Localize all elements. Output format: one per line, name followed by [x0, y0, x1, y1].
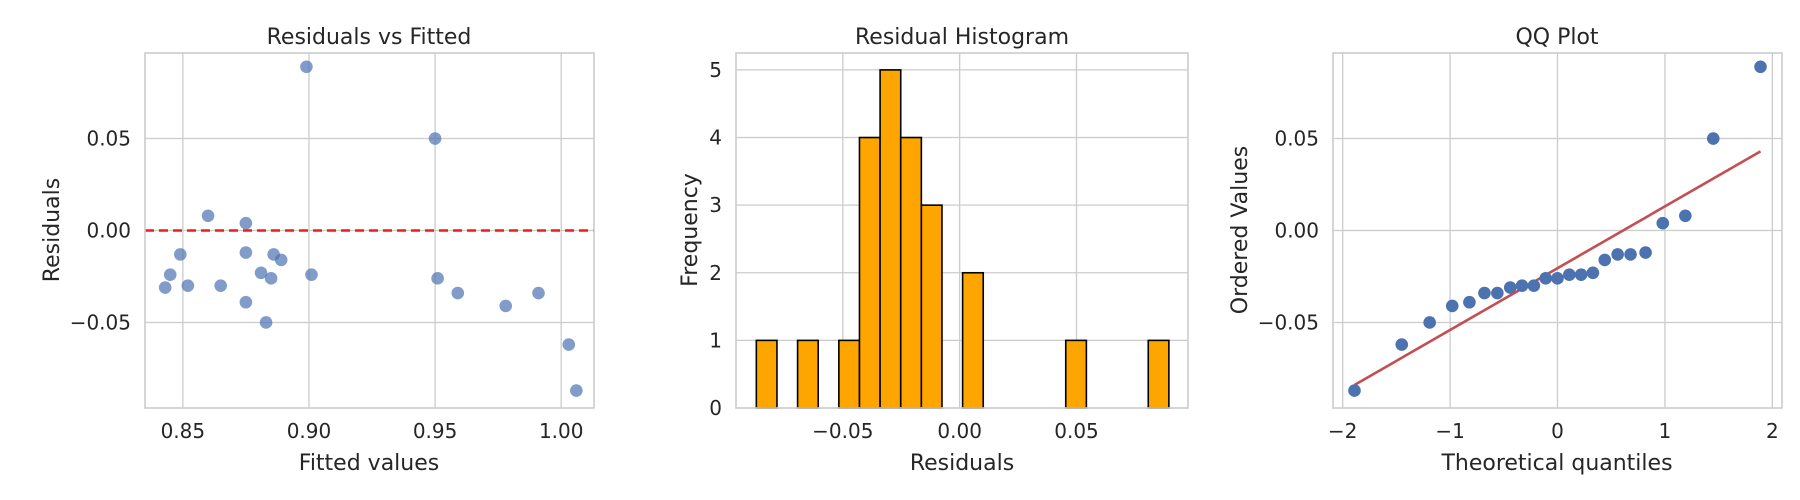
x-tick-label: −2 — [1328, 419, 1357, 443]
plot-frame — [144, 52, 595, 409]
histogram-bar — [899, 136, 923, 409]
data-point — [239, 216, 253, 230]
data-point — [1656, 216, 1670, 230]
data-point — [532, 286, 545, 300]
data-point — [428, 132, 442, 145]
data-point — [1445, 299, 1459, 313]
data-point — [1478, 286, 1491, 300]
x-tick-label: 0.95 — [413, 419, 458, 443]
data-point — [1551, 272, 1564, 285]
y-tick-label: 4 — [709, 126, 722, 150]
data-point — [239, 246, 253, 259]
qq-plot-panel: QQ Plot −2 −1 0 1 2 −0.05 0.00 0.05 Theoretical… — [1228, 25, 1783, 476]
y-tick-label: 0.00 — [86, 219, 131, 243]
fit-line — [1353, 150, 1762, 387]
data-point — [1598, 253, 1612, 267]
panel-title: Residuals vs Fitted — [267, 25, 472, 50]
y-axis-label: Frequency — [678, 173, 703, 287]
y-tick-label: −0.05 — [70, 310, 131, 334]
y-tick-label: −0.05 — [1258, 310, 1319, 334]
histogram-bar — [858, 136, 881, 409]
data-point — [1539, 272, 1552, 285]
data-point — [1515, 279, 1529, 292]
x-tick-label: 0.90 — [287, 419, 332, 443]
histogram-bar — [796, 339, 820, 409]
data-point — [1624, 248, 1637, 261]
data-point — [1586, 266, 1600, 280]
data-point — [1574, 268, 1588, 281]
data-point — [264, 272, 278, 285]
data-point — [181, 279, 195, 292]
x-tick-label: 2 — [1766, 419, 1779, 443]
panel-title: QQ Plot — [1515, 25, 1598, 50]
y-tick-label: 2 — [709, 261, 722, 285]
x-tick-label: 1 — [1659, 419, 1672, 443]
data-point — [239, 295, 253, 309]
data-point — [300, 60, 313, 74]
x-tick-label: −0.05 — [812, 419, 873, 443]
y-tick-label: 0.05 — [1274, 127, 1319, 151]
histogram-bar — [1147, 339, 1170, 409]
data-point — [274, 253, 288, 267]
histogram-bar — [961, 271, 985, 409]
data-point — [499, 299, 513, 313]
x-tick-label: 0.05 — [1054, 419, 1099, 443]
x-axis-label: Residuals — [910, 451, 1014, 476]
histogram-bar — [879, 69, 902, 409]
data-point — [1679, 209, 1692, 223]
data-point — [201, 209, 215, 223]
x-tick-label: −1 — [1435, 419, 1464, 443]
data-point — [254, 266, 268, 280]
data-point — [174, 248, 187, 261]
y-tick-label: 0 — [709, 396, 722, 420]
y-tick-label: 1 — [709, 328, 722, 352]
data-point — [1423, 316, 1436, 329]
data-point — [163, 268, 177, 281]
data-point — [214, 279, 227, 292]
histogram-bar — [755, 339, 778, 409]
data-point — [1491, 286, 1504, 300]
plot-frame — [1332, 52, 1783, 409]
data-point — [1563, 268, 1576, 281]
data-point — [1706, 132, 1720, 145]
data-point — [158, 281, 172, 294]
data-point — [1395, 338, 1409, 351]
x-tick-label: 1.00 — [539, 419, 584, 443]
data-point — [305, 268, 318, 281]
data-point — [1639, 246, 1652, 259]
y-tick-label: 3 — [709, 193, 722, 217]
x-tick-label: 0.85 — [161, 419, 206, 443]
y-tick-label: 5 — [709, 58, 722, 82]
data-point — [1348, 384, 1361, 397]
histogram-bar — [838, 339, 861, 409]
data-point — [562, 338, 576, 351]
residuals-vs-fitted-panel: Residuals vs Fitted 0.85 0.90 0.95 1.00 −0.0… — [40, 25, 595, 476]
data-point — [259, 316, 273, 329]
x-axis-label: Theoretical quantiles — [1440, 451, 1672, 476]
plot-frame — [735, 52, 1189, 409]
y-tick-label: 0.00 — [1274, 219, 1319, 243]
x-tick-label: 0 — [1551, 419, 1564, 443]
data-point — [1503, 281, 1517, 294]
panel-title: Residual Histogram — [855, 25, 1069, 50]
residual-histogram-panel: Residual Histogram −0.05 0.00 0.05 0 1 2 3 4 5 R… — [678, 25, 1189, 476]
y-axis-label: Ordered Values — [1228, 146, 1253, 314]
y-tick-label: 0.05 — [86, 127, 131, 151]
data-point — [1527, 279, 1541, 292]
histogram-bar — [920, 204, 943, 409]
y-axis-label: Residuals — [40, 178, 65, 282]
data-point — [1611, 248, 1624, 261]
data-point — [451, 286, 465, 300]
x-axis-label: Fitted values — [299, 451, 439, 476]
data-point — [1754, 60, 1767, 74]
data-point — [570, 384, 583, 397]
histogram-bar — [1064, 339, 1088, 409]
data-point — [1463, 295, 1476, 309]
data-point — [431, 272, 444, 285]
x-tick-label: 0.00 — [937, 419, 982, 443]
